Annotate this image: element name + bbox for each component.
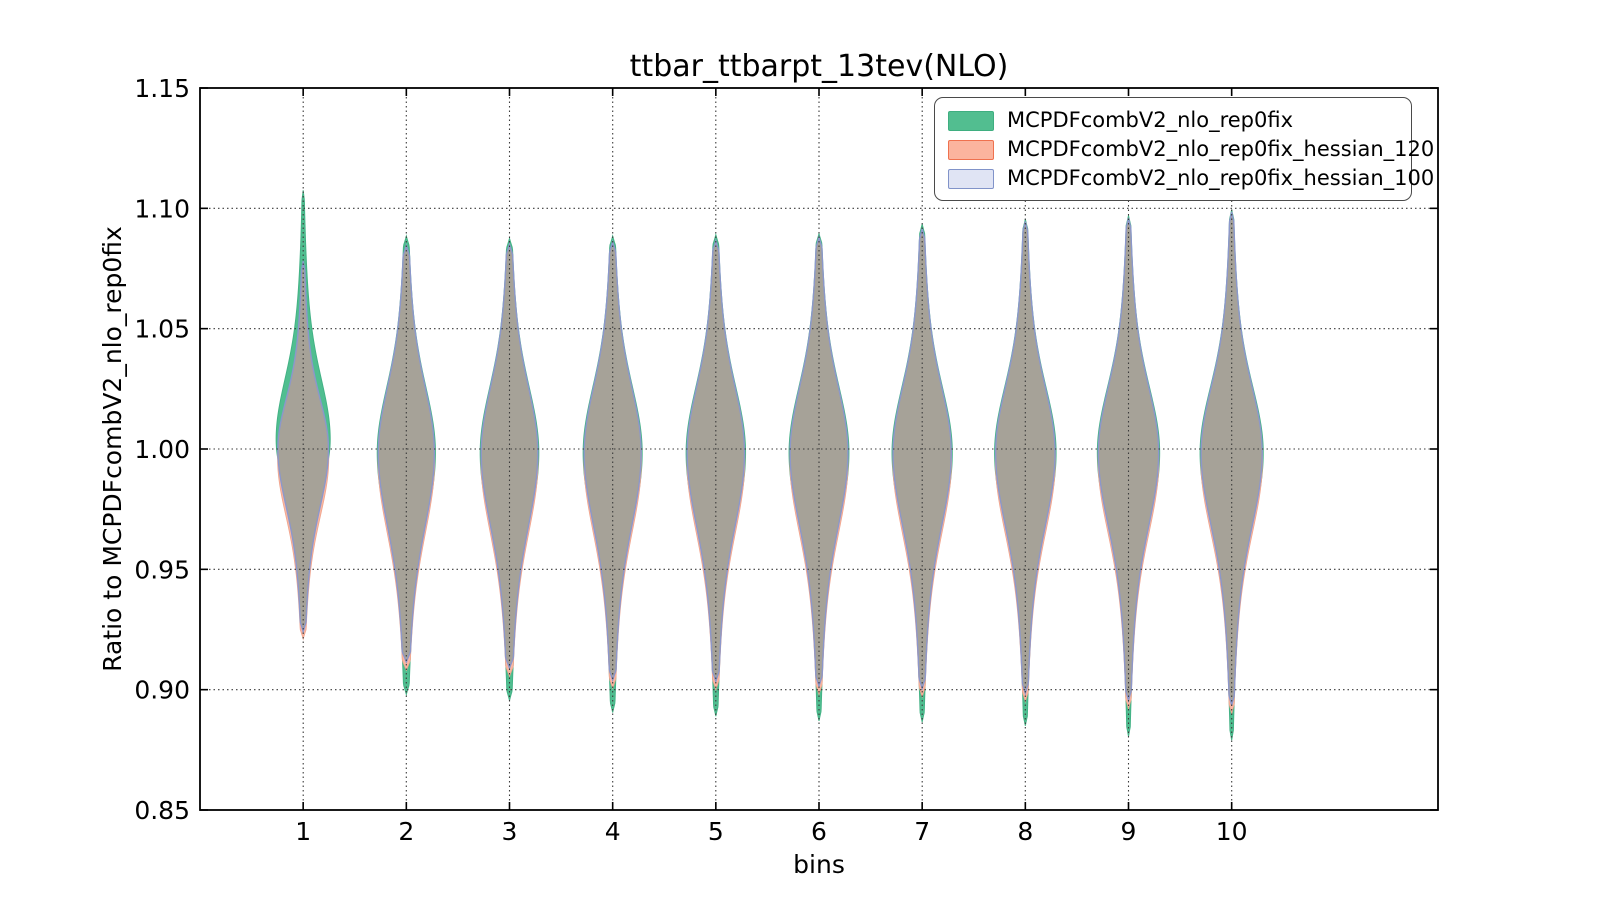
legend-swatch-hessian-120-icon [948, 139, 994, 160]
y-tick-label-1.15: 1.15 [134, 74, 190, 103]
legend-label-hessian-100: MCPDFcombV2_nlo_rep0fix_hessian_100 [1007, 166, 1435, 190]
violin-bin1-hessian-100 [277, 261, 330, 635]
x-tick-label-4: 4 [605, 817, 621, 846]
y-tick-label-1.10: 1.10 [134, 194, 190, 223]
y-tick-label-1.00: 1.00 [134, 435, 190, 464]
x-tick-label-2: 2 [398, 817, 414, 846]
violin-bin7-hessian-100 [892, 228, 952, 691]
legend-label-rep0fix: MCPDFcombV2_nlo_rep0fix [1007, 108, 1294, 132]
violin-bin4-hessian-100 [583, 239, 642, 683]
violin-bin3-hessian-100 [480, 241, 539, 671]
tick-labels-layer: 1 2 3 4 5 6 7 8 9 10 0.85 0.90 0.95 1.00 1.05 1.10 1.15 [134, 74, 1247, 846]
x-tick-label-9: 9 [1121, 817, 1137, 846]
x-axis-label: bins [793, 850, 845, 879]
x-tick-label-1: 1 [295, 817, 311, 846]
y-tick-label-1.05: 1.05 [134, 315, 190, 344]
legend-swatch-rep0fix-icon [948, 110, 994, 131]
violin-bin10-hessian-100 [1200, 211, 1263, 706]
violins-layer [275, 190, 1264, 741]
legend-label-hessian-120: MCPDFcombV2_nlo_rep0fix_hessian_120 [1007, 137, 1435, 161]
chart-title: ttbar_ttbarpt_13tev(NLO) [630, 49, 1009, 84]
x-tick-label-7: 7 [914, 817, 930, 846]
x-tick-label-8: 8 [1017, 817, 1033, 846]
legend-swatch-hessian-100-icon [948, 168, 994, 189]
legend-row-hessian-100: MCPDFcombV2_nlo_rep0fix_hessian_100 [948, 165, 1434, 192]
violin-bin5-hessian-100 [686, 238, 746, 684]
y-tick-label-0.85: 0.85 [134, 796, 190, 825]
axes-layer [199, 87, 1439, 811]
legend-row-hessian-120: MCPDFcombV2_nlo_rep0fix_hessian_120 [948, 136, 1434, 163]
x-tick-label-10: 10 [1216, 817, 1248, 846]
legend-row-rep0fix: MCPDFcombV2_nlo_rep0fix [948, 107, 1397, 134]
x-tick-label-5: 5 [708, 817, 724, 846]
y-tick-label-0.95: 0.95 [134, 555, 190, 584]
y-axis-label: Ratio to MCPDFcombV2_nlo_rep0fix [98, 226, 127, 672]
x-tick-label-6: 6 [811, 817, 827, 846]
y-tick-label-0.90: 0.90 [134, 676, 190, 705]
x-tick-label-3: 3 [502, 817, 518, 846]
legend: MCPDFcombV2_nlo_rep0fix MCPDFcombV2_nlo_… [934, 97, 1434, 201]
grid-layer [200, 88, 1438, 810]
